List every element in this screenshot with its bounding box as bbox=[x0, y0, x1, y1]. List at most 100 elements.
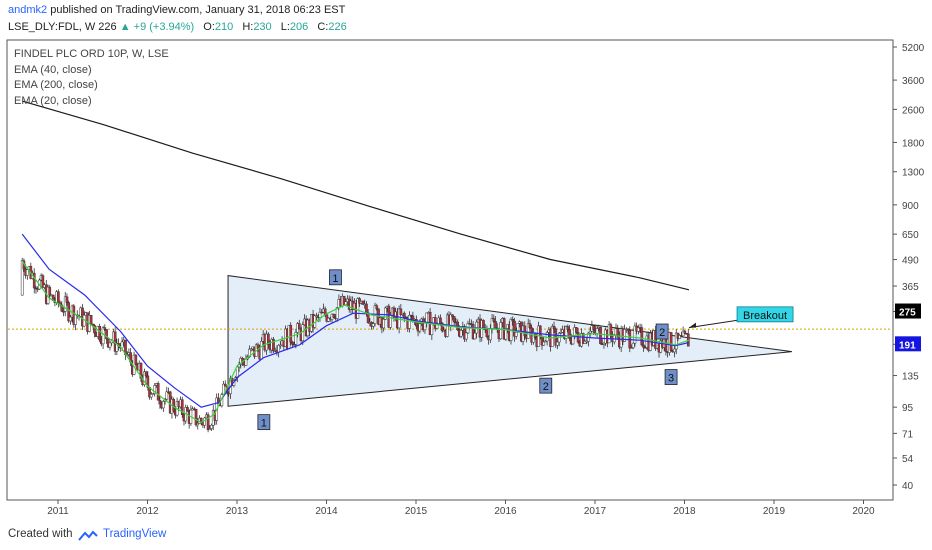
last-price-tag: 275 bbox=[899, 308, 916, 319]
candle bbox=[485, 329, 489, 337]
y-tick-label: 71 bbox=[902, 429, 914, 440]
x-tick-label: 2013 bbox=[226, 506, 249, 517]
y-tick-label: 1300 bbox=[902, 168, 925, 179]
candle bbox=[566, 326, 570, 330]
price-change: +9 (+3.94%) bbox=[133, 21, 195, 33]
symbol-line: LSE_DLY:FDL, W 226 ▲ +9 (+3.94%) O:210 H… bbox=[8, 21, 347, 33]
candle bbox=[526, 323, 530, 339]
candle bbox=[439, 317, 442, 324]
open-label: O: bbox=[203, 21, 215, 33]
wave-label-box bbox=[257, 414, 271, 431]
triangle-pattern[interactable] bbox=[227, 275, 792, 407]
ema200-line[interactable] bbox=[22, 100, 690, 291]
price-axis[interactable] bbox=[894, 40, 932, 500]
breakout-arrow-head bbox=[688, 322, 696, 328]
y-tick-label: 1800 bbox=[902, 138, 925, 149]
candle bbox=[48, 286, 52, 296]
candle bbox=[115, 343, 119, 352]
legend-ema20[interactable]: EMA (20, close) bbox=[14, 94, 92, 107]
price-chart[interactable]: 1 1 2 2 3 Breakout 5200 3600 2600 1800 1300 900 650… bbox=[0, 0, 932, 522]
candle bbox=[235, 366, 239, 378]
candle bbox=[151, 393, 155, 395]
candle bbox=[402, 312, 406, 318]
high-label: H: bbox=[242, 21, 254, 33]
candle bbox=[256, 344, 260, 349]
candle bbox=[384, 307, 387, 320]
candle bbox=[592, 325, 595, 330]
candle bbox=[149, 393, 153, 398]
ema-price-tag-bg bbox=[895, 336, 921, 352]
ema20-line[interactable] bbox=[21, 261, 690, 424]
candle bbox=[669, 332, 673, 351]
candle bbox=[144, 371, 148, 377]
candle bbox=[602, 342, 606, 345]
candle bbox=[683, 330, 687, 334]
candle bbox=[26, 269, 29, 276]
candle bbox=[158, 400, 162, 405]
wave-label: 1 bbox=[261, 418, 267, 430]
candle bbox=[423, 322, 427, 331]
candle bbox=[153, 385, 157, 394]
last-price: 226 bbox=[98, 21, 117, 33]
legend-ema200[interactable]: EMA (200, close) bbox=[14, 79, 98, 91]
high-value: 230 bbox=[253, 21, 272, 33]
chart-pane-border bbox=[6, 39, 894, 501]
candle bbox=[103, 327, 107, 330]
candle bbox=[65, 296, 69, 303]
candle bbox=[528, 323, 532, 329]
candle bbox=[134, 354, 138, 365]
low-value: 206 bbox=[289, 21, 309, 33]
x-tick-label: 2016 bbox=[494, 506, 517, 517]
candle bbox=[69, 316, 72, 322]
candle bbox=[89, 314, 93, 325]
last-price-tag-bg bbox=[895, 303, 921, 319]
candle bbox=[471, 323, 475, 340]
chart-legend: FINDEL PLC ORD 10P, W, LSE EMA (40, clos… bbox=[14, 47, 169, 109]
tradingview-logo-icon bbox=[78, 530, 98, 541]
candle bbox=[108, 342, 112, 348]
y-tick-label: 490 bbox=[902, 256, 919, 267]
candle bbox=[552, 326, 556, 330]
candle bbox=[217, 397, 220, 404]
author-link[interactable]: andmk2 bbox=[8, 4, 48, 16]
candle bbox=[599, 326, 602, 344]
candle bbox=[165, 391, 169, 400]
candle bbox=[272, 339, 275, 352]
y-tick-label: 5200 bbox=[902, 43, 925, 54]
candle bbox=[626, 328, 630, 331]
y-tick-label: 3600 bbox=[902, 76, 925, 87]
chart-header: andmk2 published on TradingView.com, Jan… bbox=[0, 0, 932, 40]
candle bbox=[292, 344, 296, 346]
legend-ema40[interactable]: EMA (40, close) bbox=[14, 63, 92, 76]
candle bbox=[425, 312, 429, 324]
candle bbox=[289, 324, 293, 343]
candle bbox=[511, 319, 515, 322]
candle bbox=[375, 305, 379, 310]
y-tick-label: 365 bbox=[902, 282, 919, 293]
candle bbox=[397, 308, 401, 329]
candle bbox=[318, 311, 322, 318]
wave-label: 1 bbox=[332, 273, 338, 285]
breakout-callout-box[interactable] bbox=[736, 306, 794, 323]
candle bbox=[63, 296, 67, 312]
candle bbox=[172, 399, 176, 412]
candle bbox=[609, 324, 613, 336]
x-tick-label: 2018 bbox=[673, 506, 696, 517]
breakout-callout-text[interactable]: Breakout bbox=[743, 310, 787, 322]
candle bbox=[464, 332, 468, 340]
candle bbox=[196, 423, 200, 426]
wave-label: 3 bbox=[668, 373, 674, 385]
candle bbox=[344, 301, 348, 306]
candle bbox=[105, 329, 108, 340]
candle bbox=[139, 362, 143, 379]
candle bbox=[120, 341, 124, 349]
candle bbox=[291, 341, 294, 345]
candle bbox=[664, 338, 668, 352]
candle bbox=[482, 320, 485, 329]
candle bbox=[208, 428, 212, 430]
tradingview-brand[interactable]: TradingView bbox=[103, 528, 167, 540]
y-tick-label: 54 bbox=[902, 454, 914, 465]
x-tick-label: 2020 bbox=[852, 506, 875, 517]
low-label: L: bbox=[280, 21, 290, 33]
candle bbox=[260, 341, 263, 360]
